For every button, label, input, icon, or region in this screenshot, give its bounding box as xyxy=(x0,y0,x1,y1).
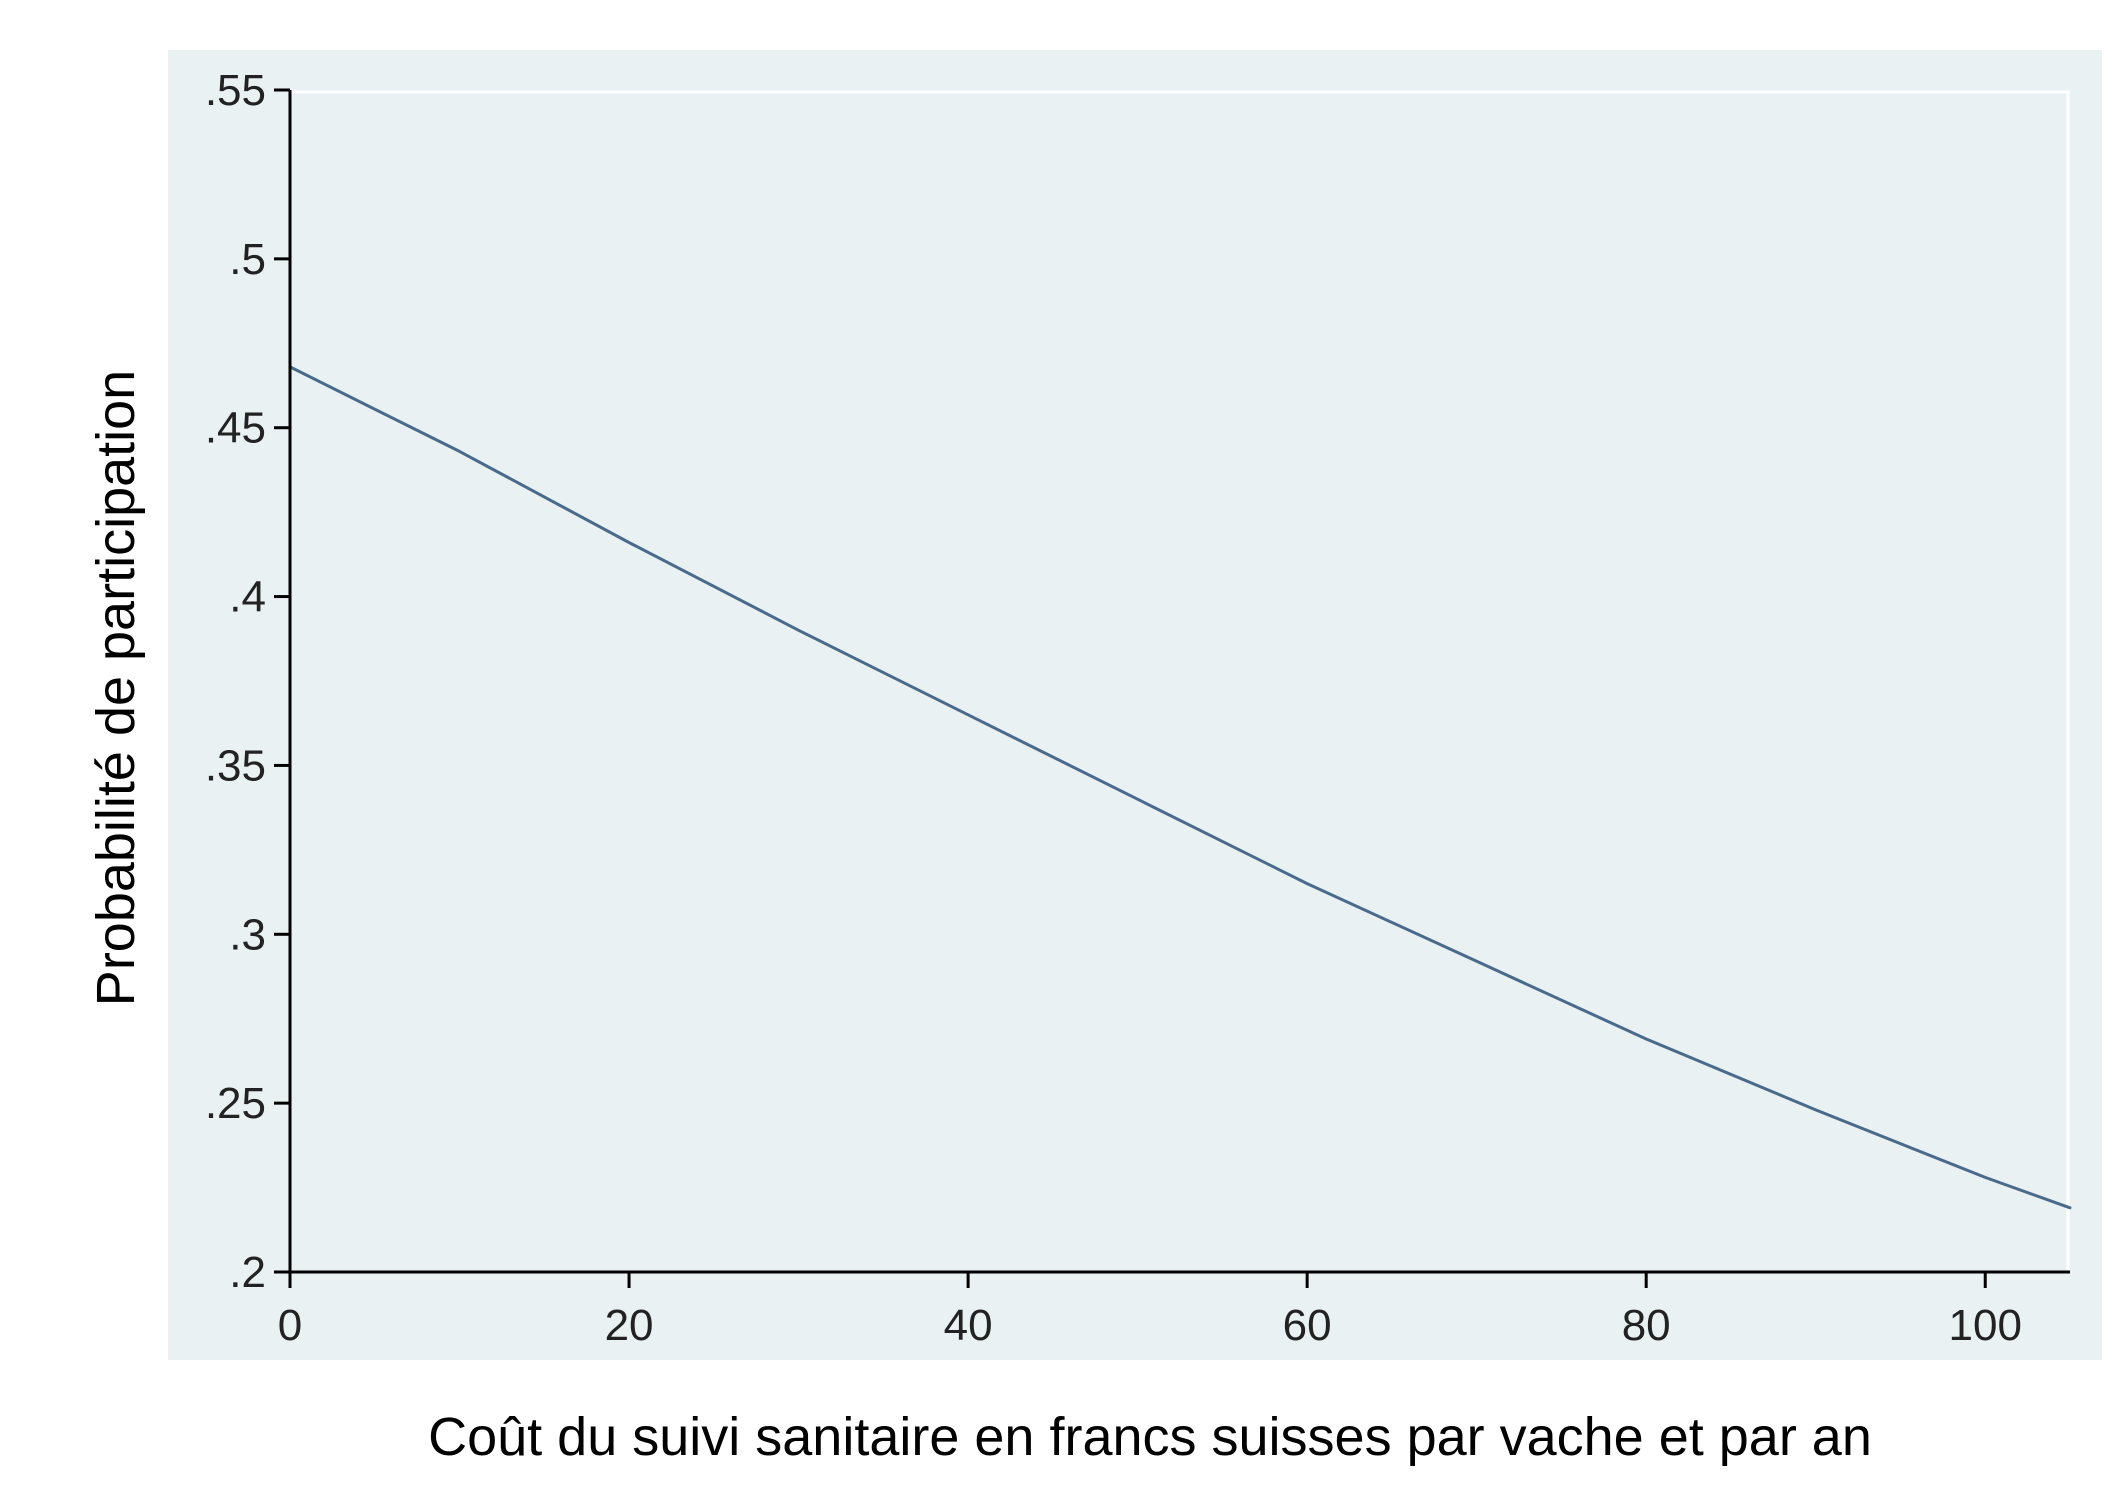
y-tick-label: .2 xyxy=(229,1248,266,1297)
y-tick-label: .45 xyxy=(205,404,266,453)
x-tick-label: 60 xyxy=(1283,1301,1332,1350)
plot-area xyxy=(290,90,2070,1272)
y-tick-label: .3 xyxy=(229,910,266,959)
x-tick-label: 100 xyxy=(1949,1301,2022,1350)
axes-layer: .2 .25 .3 .35 .4 .45 .5 .55 0 20 40 60 80 100 xyxy=(205,66,2070,1350)
x-tick-label: 80 xyxy=(1622,1301,1671,1350)
x-tick-label: 20 xyxy=(605,1301,654,1350)
y-tick-label: .25 xyxy=(205,1079,266,1128)
series-line xyxy=(288,365,2072,1210)
x-tick-label: 0 xyxy=(278,1301,302,1350)
y-tick-label: .5 xyxy=(229,235,266,284)
y-tick-label: .4 xyxy=(229,573,266,622)
y-tick-label: .55 xyxy=(205,66,266,115)
data-layer xyxy=(288,365,2072,1210)
x-axis-title: Coût du suivi sanitaire en francs suisse… xyxy=(428,1407,1872,1467)
x-tick-label: 40 xyxy=(944,1301,993,1350)
y-tick-label: .35 xyxy=(205,741,266,790)
y-axis-title: Probabilité de participation xyxy=(86,370,146,1006)
